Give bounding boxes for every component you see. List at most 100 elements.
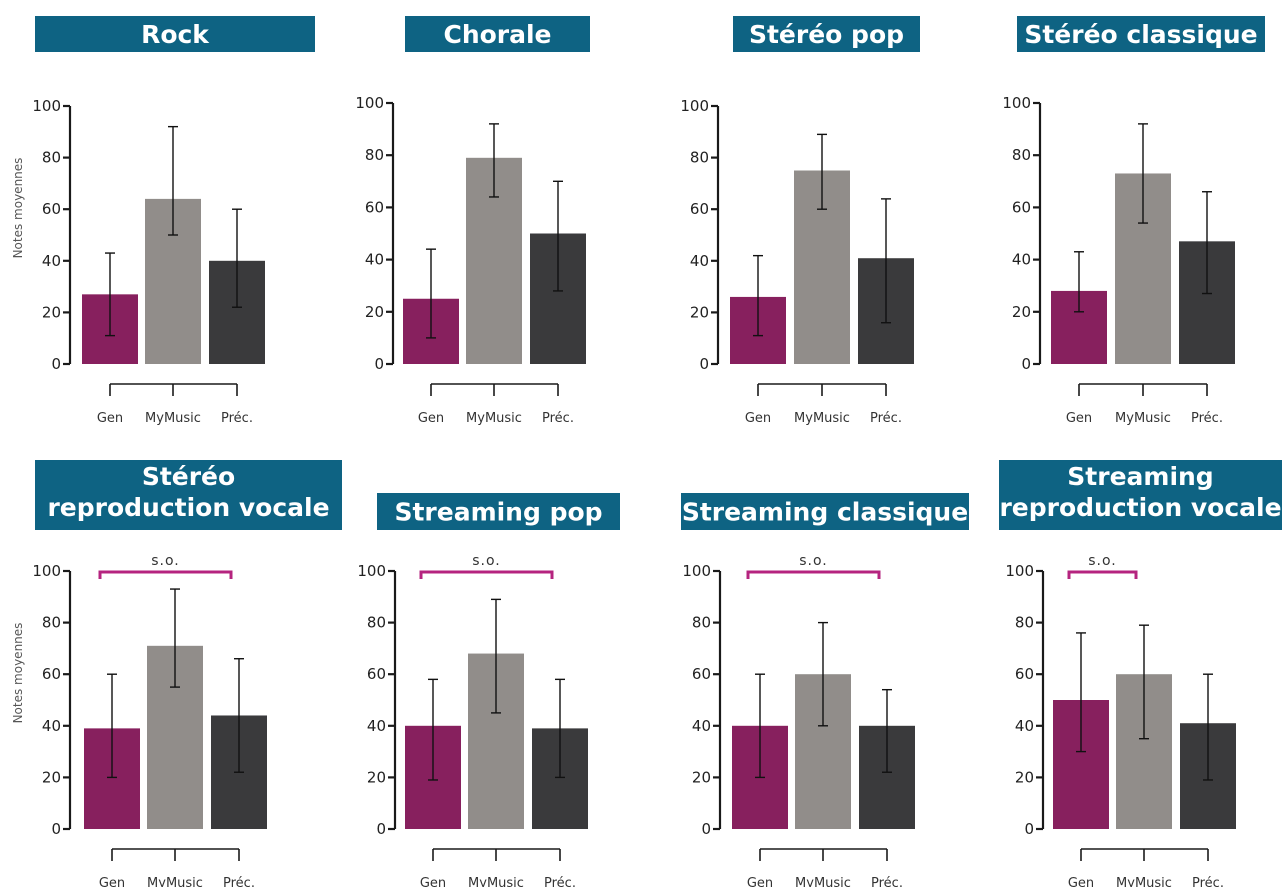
y-tick-label: 80 [692,614,711,632]
y-tick-label: 20 [1012,303,1031,321]
y-tick-label: 40 [367,717,386,735]
y-tick-label: 20 [42,768,61,786]
y-tick-label: 40 [365,251,384,269]
y-tick-label: 0 [1021,355,1031,373]
x-tick-label: MyMusic [145,411,201,426]
x-tick-label: Gen [99,876,125,887]
x-tick-label: MyMusic [1116,876,1172,887]
y-tick-label: 60 [365,198,384,216]
y-tick-label: 80 [367,614,386,632]
y-tick-label: 80 [365,146,384,164]
chart-title: Stéréo classique [1024,20,1257,49]
significance-bracket [746,570,881,579]
y-tick-label: 20 [42,303,61,321]
y-tick-label: 100 [355,94,384,112]
x-tick-label: Préc. [871,876,903,887]
y-tick-label: 40 [1012,251,1031,269]
y-tick-label: 100 [1005,562,1034,580]
chart-panel-1: Rock 0 20 40 60 80 100 Notes moyennes Gen MyMusic… [11,16,315,426]
chart-title: Rock [141,20,210,49]
y-tick-label: 80 [690,149,709,167]
x-tick-label: MyMusic [468,876,524,887]
x-tick-label: Préc. [221,411,253,426]
x-tick-label: Préc. [870,411,902,426]
y-tick-label: 0 [701,820,711,838]
chart-title: Stéréo [142,462,235,491]
chart-panel-3: Stéréo pop 0 20 40 60 80 100 Gen MyMusic Préc. [680,16,920,426]
x-tick-label: Préc. [544,876,576,887]
chart-title-banner [405,16,590,52]
y-tick-label: 0 [51,355,61,373]
y-tick-label: 60 [367,665,386,683]
y-tick-label: 20 [692,768,711,786]
chart-title-banner [35,460,342,530]
y-tick-label: 40 [1015,717,1034,735]
y-tick-label: 100 [1002,94,1031,112]
y-tick-label: 80 [1015,614,1034,632]
y-tick-label: 60 [1015,665,1034,683]
significance-label: s.o. [472,553,501,569]
y-tick-label: 80 [1012,146,1031,164]
y-tick-label: 60 [692,665,711,683]
significance-bracket [419,570,554,579]
chart-panel-6: Streaming pop 0 20 40 60 80 100 Gen MyMusic Préc.… [357,493,620,887]
x-tick-label: MyMusic [466,411,522,426]
chart-title-banner [681,493,969,530]
y-tick-label: 0 [51,820,61,838]
x-tick-label: MyMusic [147,876,203,887]
x-tick-label: Préc. [1192,876,1224,887]
y-tick-label: 100 [32,562,61,580]
x-tick-label: Gen [745,411,771,426]
chart-title: reproduction vocale [47,493,329,522]
chart-panel-4: Stéréo classique 0 20 40 60 80 100 Gen MyMusic Pr… [1002,16,1265,426]
x-tick-label: Gen [1068,876,1094,887]
x-tick-label: Gen [97,411,123,426]
x-tick-label: Gen [420,876,446,887]
x-tick-label: Préc. [542,411,574,426]
significance-label: s.o. [1088,553,1117,569]
significance-label: s.o. [799,553,828,569]
y-tick-label: 40 [690,252,709,270]
chart-title: Streaming pop [394,498,602,527]
y-tick-label: 0 [1024,820,1034,838]
y-tick-label: 100 [32,97,61,115]
y-tick-label: 40 [42,252,61,270]
chart-title-banner [999,460,1282,530]
chart-title: reproduction vocale [999,493,1281,522]
chart-panel-7: Streaming classique 0 20 40 60 80 100 Gen MyMusi… [681,493,969,887]
y-tick-label: 20 [367,768,386,786]
chart-title: Stéréo pop [749,20,904,49]
y-tick-label: 60 [42,200,61,218]
x-tick-label: MyMusic [794,411,850,426]
x-tick-label: Préc. [223,876,255,887]
y-tick-label: 60 [1012,198,1031,216]
chart-title: Chorale [443,20,551,49]
significance-label: s.o. [151,553,180,569]
y-axis-title: Notes moyennes [11,623,25,724]
y-tick-label: 100 [680,97,709,115]
y-tick-label: 60 [42,665,61,683]
x-tick-label: Préc. [1191,411,1223,426]
y-tick-label: 40 [42,717,61,735]
x-tick-label: MyMusic [1115,411,1171,426]
x-tick-label: Gen [747,876,773,887]
x-tick-label: MyMusic [795,876,851,887]
chart-panel-2: Chorale 0 20 40 60 80 100 Gen MyMusic Préc. [355,16,590,426]
y-tick-label: 20 [690,303,709,321]
y-tick-label: 80 [42,614,61,632]
x-tick-label: Gen [418,411,444,426]
y-tick-label: 60 [690,200,709,218]
y-tick-label: 40 [692,717,711,735]
y-tick-label: 0 [376,820,386,838]
chart-title-banner [377,493,620,530]
chart-title-banner [35,16,315,52]
chart-title: Streaming [1067,462,1213,491]
y-tick-label: 20 [365,303,384,321]
significance-bracket [98,570,233,579]
chart-title-banner [1017,16,1265,52]
x-tick-label: Gen [1066,411,1092,426]
y-tick-label: 100 [682,562,711,580]
